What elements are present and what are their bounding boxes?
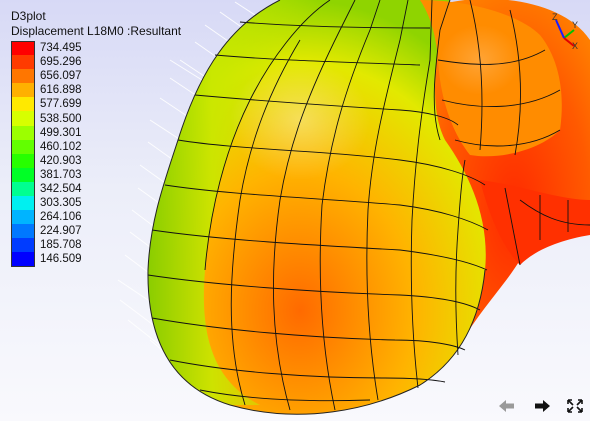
- legend-row: 342.504: [11, 182, 82, 196]
- legend-swatch: [11, 168, 35, 182]
- legend-value: 224.907: [40, 224, 82, 238]
- color-legend: 734.495 695.296 656.097 616.898 577.699 538.5…: [11, 41, 82, 267]
- legend-row: 734.495: [11, 41, 82, 55]
- legend-swatch: [11, 238, 35, 252]
- legend-value: 538.500: [40, 112, 82, 126]
- triad-z-label: Z: [552, 12, 558, 22]
- legend-swatch: [11, 224, 35, 238]
- plot-title-block: D3plot Displacement L18M0 :Resultant: [11, 9, 181, 39]
- legend-row: 185.708: [11, 238, 82, 252]
- legend-value: 420.903: [40, 154, 82, 168]
- legend-swatch: [11, 55, 35, 69]
- forward-button[interactable]: [533, 398, 551, 414]
- arrow-left-icon: [498, 398, 516, 414]
- legend-swatch: [11, 41, 35, 55]
- legend-row: 695.296: [11, 55, 82, 69]
- legend-value: 381.703: [40, 168, 82, 182]
- plot-title: D3plot: [11, 9, 181, 24]
- legend-row: 538.500: [11, 111, 82, 125]
- legend-swatch: [11, 126, 35, 140]
- legend-row: 420.903: [11, 154, 82, 168]
- legend-swatch: [11, 154, 35, 168]
- back-button[interactable]: [498, 398, 516, 414]
- legend-row: 656.097: [11, 69, 82, 83]
- legend-value: 616.898: [40, 83, 82, 97]
- expand-button[interactable]: [566, 398, 584, 414]
- legend-row: 224.907: [11, 224, 82, 238]
- legend-row: 460.102: [11, 140, 82, 154]
- legend-swatch: [11, 83, 35, 97]
- legend-value: 460.102: [40, 140, 82, 154]
- legend-value: 146.509: [40, 252, 82, 266]
- legend-row: 616.898: [11, 83, 82, 97]
- legend-row: 146.509: [11, 252, 82, 266]
- expand-icon: [566, 398, 584, 414]
- legend-row: 499.301: [11, 126, 82, 140]
- arrow-right-icon: [533, 398, 551, 414]
- legend-swatch: [11, 140, 35, 154]
- legend-swatch: [11, 111, 35, 125]
- triad-y-label: Y: [572, 20, 578, 30]
- legend-row: 577.699: [11, 97, 82, 111]
- legend-value: 656.097: [40, 69, 82, 83]
- legend-swatch: [11, 196, 35, 210]
- legend-swatch: [11, 97, 35, 111]
- legend-row: 264.106: [11, 210, 82, 224]
- legend-value: 185.708: [40, 238, 82, 252]
- legend-swatch: [11, 252, 35, 266]
- legend-value: 695.296: [40, 55, 82, 69]
- legend-value: 734.495: [40, 41, 82, 55]
- legend-value: 342.504: [40, 182, 82, 196]
- axis-triad[interactable]: Z Y X: [548, 8, 580, 50]
- legend-swatch: [11, 210, 35, 224]
- legend-value: 577.699: [40, 97, 82, 111]
- legend-row: 381.703: [11, 168, 82, 182]
- legend-value: 499.301: [40, 126, 82, 140]
- plot-subtitle: Displacement L18M0 :Resultant: [11, 24, 181, 39]
- triad-x-label: X: [572, 41, 578, 50]
- legend-swatch: [11, 69, 35, 83]
- legend-value: 303.305: [40, 196, 82, 210]
- legend-swatch: [11, 182, 35, 196]
- legend-value: 264.106: [40, 210, 82, 224]
- legend-row: 303.305: [11, 196, 82, 210]
